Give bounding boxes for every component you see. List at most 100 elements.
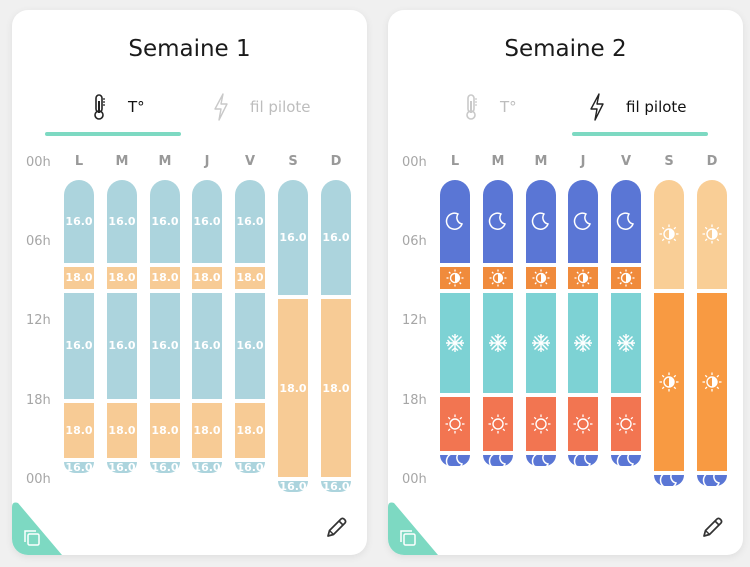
schedule-segment[interactable]: 16.0: [150, 292, 180, 399]
moon-icon: [616, 451, 636, 471]
day-column[interactable]: 16.0 18.0 16.0: [278, 180, 308, 493]
temperature-value: 18.0: [193, 271, 221, 284]
day-column[interactable]: [440, 180, 470, 492]
schedule-segment[interactable]: 18.0: [64, 403, 94, 458]
schedule-segment[interactable]: [568, 451, 598, 470]
day-column[interactable]: 16.0 18.0 16.0: [321, 180, 351, 493]
schedule-segment[interactable]: [483, 266, 513, 289]
schedule-segment[interactable]: [526, 292, 556, 393]
sun-icon: [702, 372, 722, 391]
schedule-segment[interactable]: [483, 180, 513, 263]
schedule-segment[interactable]: 16.0: [278, 180, 308, 295]
schedule-segment[interactable]: [483, 396, 513, 451]
schedule-segment[interactable]: [440, 451, 470, 470]
schedule-segment[interactable]: [697, 292, 727, 471]
schedule-segment[interactable]: 16.0: [192, 292, 222, 399]
temperature-value: 18.0: [322, 381, 350, 395]
schedule-segment[interactable]: 16.0: [64, 461, 94, 474]
schedule-segment[interactable]: [697, 180, 727, 289]
tab-fil-pilote-label: fil pilote: [250, 98, 311, 116]
schedule-segment[interactable]: [568, 266, 598, 289]
schedule-segment[interactable]: [654, 292, 684, 471]
schedule-segment[interactable]: [483, 451, 513, 470]
schedule-segment[interactable]: 16.0: [64, 292, 94, 399]
schedule-segment[interactable]: [526, 451, 556, 470]
copy-button[interactable]: [388, 501, 444, 555]
day-column[interactable]: 16.0 18.0 16.0 18.0 16.0: [150, 180, 180, 492]
schedule-segment[interactable]: [440, 180, 470, 263]
edit-button[interactable]: [323, 515, 349, 541]
schedule-segment[interactable]: [526, 396, 556, 451]
thermometer-icon: [460, 91, 482, 123]
schedule-segment[interactable]: [611, 266, 641, 289]
schedule-segment[interactable]: [568, 292, 598, 393]
tab-temperature[interactable]: T°: [460, 82, 517, 132]
schedule-segment[interactable]: [526, 266, 556, 289]
schedule-segment[interactable]: 16.0: [150, 180, 180, 263]
schedule-segment[interactable]: [568, 180, 598, 263]
active-tab-indicator: [45, 132, 181, 136]
day-column[interactable]: [568, 180, 598, 492]
schedule-segment[interactable]: 16.0: [235, 180, 265, 263]
tab-fil-pilote[interactable]: fil pilote: [586, 82, 687, 132]
day-column[interactable]: [611, 180, 641, 492]
schedule-segment[interactable]: 18.0: [107, 403, 137, 458]
schedule-segment[interactable]: 16.0: [192, 461, 222, 474]
schedule-segment[interactable]: 18.0: [235, 403, 265, 458]
schedule-segment[interactable]: [568, 396, 598, 451]
schedule-segment[interactable]: 16.0: [150, 461, 180, 474]
schedule-segment[interactable]: 16.0: [235, 292, 265, 399]
day-column[interactable]: [697, 180, 727, 492]
schedule-segment[interactable]: [697, 471, 727, 489]
schedule-segment[interactable]: [611, 451, 641, 470]
tab-temperature[interactable]: T°: [88, 82, 145, 132]
moon-icon: [488, 451, 507, 470]
day-column[interactable]: 16.0 18.0 16.0 18.0 16.0: [107, 180, 137, 492]
schedule-segment[interactable]: 18.0: [235, 266, 265, 289]
schedule-segment[interactable]: [611, 292, 641, 393]
day-label: J: [580, 154, 586, 169]
copy-button[interactable]: [12, 501, 68, 555]
schedule-segment[interactable]: [526, 180, 556, 263]
schedule-segment[interactable]: 16.0: [192, 180, 222, 263]
day-column[interactable]: [526, 180, 556, 492]
day-column[interactable]: 16.0 18.0 16.0 18.0 16.0: [192, 180, 222, 492]
schedule-segment[interactable]: 16.0: [321, 480, 351, 493]
schedule-segment[interactable]: [654, 471, 684, 489]
moon-icon: [531, 211, 551, 231]
hour-label: 06h: [26, 234, 51, 249]
schedule-segment[interactable]: 16.0: [64, 180, 94, 263]
schedule-segment[interactable]: 16.0: [107, 461, 137, 474]
temperature-value: 16.0: [65, 339, 93, 353]
schedule-segment[interactable]: 16.0: [278, 480, 308, 493]
schedule-segment[interactable]: 16.0: [107, 292, 137, 399]
day-column[interactable]: 16.0 18.0 16.0 18.0 16.0: [235, 180, 265, 492]
schedule-segment[interactable]: [440, 396, 470, 451]
schedule-segment[interactable]: 18.0: [192, 266, 222, 289]
schedule-segment[interactable]: 18.0: [107, 266, 137, 289]
edit-button[interactable]: [699, 515, 725, 541]
moon-icon: [573, 212, 592, 231]
schedule-segment[interactable]: 18.0: [278, 299, 308, 477]
day-column[interactable]: [483, 180, 513, 492]
schedule-segment[interactable]: 16.0: [235, 461, 265, 474]
schedule-segment[interactable]: 16.0: [107, 180, 137, 263]
schedule-segment[interactable]: [611, 180, 641, 263]
schedule-segment[interactable]: [611, 396, 641, 451]
tab-fil-pilote[interactable]: fil pilote: [210, 82, 311, 132]
schedule-segment[interactable]: 18.0: [150, 403, 180, 458]
schedule-segment[interactable]: 18.0: [150, 266, 180, 289]
active-tab-indicator: [572, 132, 708, 136]
schedule-segment[interactable]: 16.0: [321, 180, 351, 295]
schedule-segment[interactable]: [483, 292, 513, 393]
schedule-segment[interactable]: 18.0: [321, 299, 351, 477]
schedule-segment[interactable]: [654, 180, 684, 289]
schedule-segment[interactable]: [440, 266, 470, 289]
day-column[interactable]: 16.0 18.0 16.0 18.0 16.0: [64, 180, 94, 492]
schedule-segment[interactable]: [440, 292, 470, 393]
schedule-segment[interactable]: 18.0: [64, 266, 94, 289]
schedule-segment[interactable]: 18.0: [192, 403, 222, 458]
moon-icon: [445, 451, 465, 471]
day-column[interactable]: [654, 180, 684, 492]
day-label: S: [664, 154, 674, 169]
